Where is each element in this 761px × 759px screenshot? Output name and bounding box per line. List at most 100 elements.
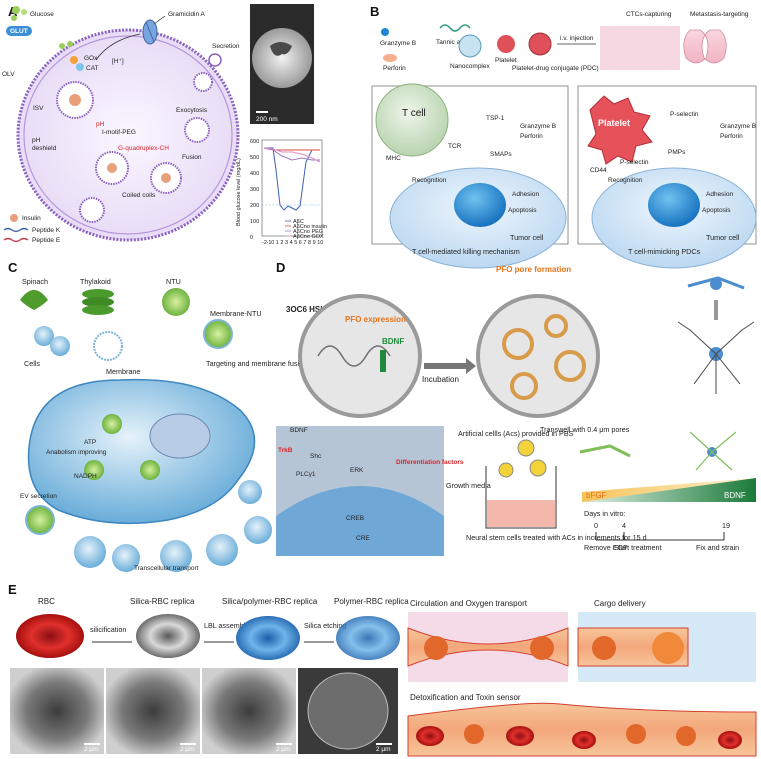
legend-no-gox: AβCno GOX bbox=[293, 234, 324, 240]
tsp-label: TSP-1 bbox=[486, 115, 505, 122]
detox-vessel bbox=[407, 702, 757, 757]
plcy-label: PLCγ1 bbox=[296, 471, 316, 478]
imotif-label: I-motif-PEG bbox=[102, 129, 136, 136]
ytick-label: 200 bbox=[250, 203, 259, 209]
ytick-label: 300 bbox=[250, 187, 259, 193]
glucose-chart-xticks: -2 -1 0 1 2 3 4 5 6 7 8 9 10 bbox=[262, 240, 323, 246]
cargo-particle-release bbox=[652, 632, 684, 664]
thylakoid-label: Thylakoid bbox=[80, 277, 111, 286]
cell-icon-2 bbox=[50, 336, 70, 356]
platelet2-label: Platelet bbox=[598, 118, 630, 128]
recognition-label: Recognition bbox=[412, 177, 447, 184]
circ-particle-1 bbox=[424, 636, 448, 660]
proton-arrow bbox=[95, 33, 141, 61]
ytick-label: 400 bbox=[250, 171, 259, 177]
xtick-label: 4 bbox=[290, 240, 293, 246]
transwell-media bbox=[487, 500, 555, 527]
tcell bbox=[375, 83, 449, 157]
gox-enzyme bbox=[70, 56, 78, 64]
rbc-label: RBC bbox=[38, 597, 55, 606]
ntu-label: NTU bbox=[166, 277, 181, 286]
outer-vesicle-inner-line bbox=[23, 35, 233, 235]
targeting-label: Targeting and membrane fusion bbox=[206, 359, 307, 368]
nsc-label: Neural stem cells treated with ACs in in… bbox=[466, 533, 647, 542]
glut-transporter bbox=[6, 26, 32, 36]
panel-b-label: B bbox=[370, 4, 379, 19]
proton-label: [H⁺] bbox=[112, 58, 124, 65]
fix-label: Fix and strain bbox=[696, 543, 739, 552]
ev-vesicle bbox=[25, 505, 55, 535]
panel-e-label: E bbox=[8, 582, 17, 597]
pselectin2-label: P-selectin bbox=[620, 159, 649, 166]
metastasis-label: Metastasis-targeting bbox=[690, 11, 749, 18]
tumor-nucleus-1 bbox=[454, 183, 506, 227]
peptide-e-icon bbox=[3, 237, 29, 243]
activated-platelet bbox=[587, 95, 653, 165]
tumor-label-2: Tumor cell bbox=[706, 233, 740, 242]
exocytosis-label: Exocytosis bbox=[176, 107, 208, 114]
xtick-label: 2 bbox=[280, 240, 283, 246]
poly-icon bbox=[336, 616, 400, 660]
ac-particle-3 bbox=[517, 439, 535, 457]
bfgf-label: bFGF bbox=[586, 491, 607, 500]
bdnf-gene-1 bbox=[380, 350, 386, 372]
atp-label: ATP bbox=[84, 439, 96, 446]
panel-d: D 3OC6 HSL PFO expression BDNF Incubatio… bbox=[276, 260, 756, 556]
coiled-label: Coiled coils bbox=[122, 192, 156, 199]
apoptosis-label: Apoptosis bbox=[508, 207, 537, 214]
pselectin-label: P-selectin bbox=[670, 111, 699, 118]
legend-no-peg: AβCno PEG bbox=[293, 229, 323, 235]
detox-label: Detoxification and Toxin sensor bbox=[410, 693, 521, 702]
xtick-label: 8 bbox=[308, 240, 311, 246]
silica-poly-label: Silica/polymer-RBC replica bbox=[222, 597, 318, 606]
transwell-well bbox=[485, 466, 557, 529]
xtick-label: -1 bbox=[267, 240, 272, 246]
glucose-label: Glucose bbox=[30, 11, 54, 18]
signaling-nucleus bbox=[276, 486, 444, 556]
sem-row: 2 μm 2 μm 2 μm 2 μm bbox=[10, 668, 398, 754]
host-cell bbox=[27, 378, 256, 525]
scale-1: 2 μm bbox=[84, 746, 99, 753]
bdnf3-label: BDNF bbox=[724, 491, 746, 500]
erk-label: ERK bbox=[350, 467, 364, 474]
panel-b: B Granzyme B Perforin Tannic acid Nanoco… bbox=[370, 4, 757, 269]
silicification-label: silicification bbox=[90, 625, 126, 634]
scale-2: 2 μm bbox=[180, 746, 195, 753]
gox-label: GOx bbox=[84, 55, 98, 62]
glucose-chart-yticks: 600 500 400 300 200 100 0 bbox=[250, 139, 259, 241]
perforin2-label: Perforin bbox=[520, 133, 543, 140]
neuron-simple-body bbox=[710, 278, 722, 290]
nanocomplex-icon bbox=[458, 34, 482, 58]
glut-label-top: GLUT bbox=[10, 28, 28, 35]
tumor-nucleus-2 bbox=[648, 183, 700, 227]
scale-4: 2 μm bbox=[376, 746, 391, 753]
detox-cells bbox=[416, 724, 742, 749]
glucose-chart: Blood glucose level (mg/dL) 600500400300… bbox=[236, 139, 327, 246]
apoptosis2-label: Apoptosis bbox=[702, 207, 731, 214]
mhc-label: MHC bbox=[386, 155, 401, 162]
panel-c-label: C bbox=[8, 260, 18, 275]
ntu-in-cell-1 bbox=[102, 414, 122, 434]
perforin3-label: Perforin bbox=[720, 133, 743, 140]
granzyme-icon bbox=[381, 28, 389, 36]
pfo-label: PFO expression bbox=[345, 315, 406, 324]
adhesion2-label: Adhesion bbox=[706, 191, 733, 198]
bdnf-label: BDNF bbox=[382, 337, 404, 346]
anabolism-label: Anabolism improving bbox=[46, 449, 107, 456]
diff-label: Differentiation factors bbox=[396, 459, 464, 466]
glucose-chart-ylabel: Blood glucose level (mg/dL) bbox=[236, 158, 242, 226]
acs-label: Artificial cellls (Acs) provided in PBS bbox=[458, 429, 574, 438]
granzyme3-label: Granzyme B bbox=[720, 123, 756, 130]
cargo-particle bbox=[592, 636, 616, 660]
xtick-label: 0 bbox=[271, 240, 274, 246]
xtick-label: 7 bbox=[303, 240, 306, 246]
cre-label: CRE bbox=[356, 535, 370, 542]
ytick-label: 100 bbox=[250, 219, 259, 225]
ctc-label: CTCs-capturing bbox=[626, 11, 672, 18]
adhesion-label: Adhesion bbox=[512, 191, 539, 198]
glucose-chart-frame bbox=[261, 139, 323, 237]
peptide-k-icon bbox=[3, 227, 29, 233]
ntu-in-cell-3 bbox=[84, 460, 104, 480]
host-nucleus bbox=[149, 413, 211, 459]
